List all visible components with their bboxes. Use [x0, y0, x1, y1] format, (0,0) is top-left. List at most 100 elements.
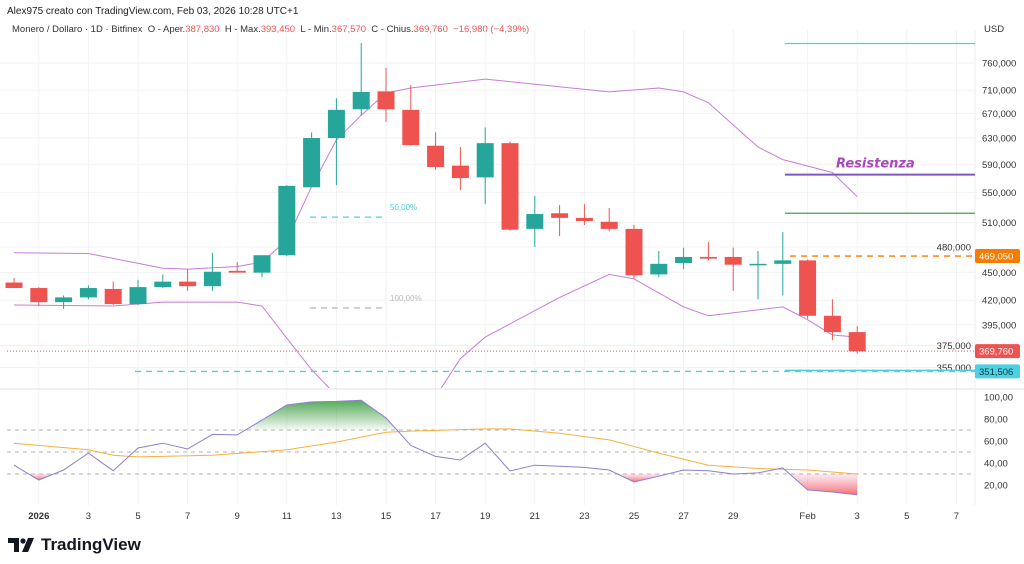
close-label: C - Chius. [371, 24, 414, 35]
candle-body [327, 109, 345, 139]
price-axis-label: 590,000 [982, 160, 1016, 171]
price-tag-orange [975, 249, 1020, 264]
price-axis-label: 420,000 [982, 296, 1016, 307]
candle-body [625, 228, 643, 276]
x-tick-label: 2026 [28, 511, 49, 522]
candle-body [848, 332, 866, 352]
price-axis-label: 355,000 [937, 363, 971, 374]
candle-body [476, 143, 494, 178]
low-label: L - Min. [300, 24, 332, 35]
rsi-axis-label: 20,00 [984, 481, 1008, 492]
x-tick-label: 9 [235, 511, 240, 522]
x-tick-label: 17 [430, 511, 441, 522]
x-tick-label: 7 [954, 511, 959, 522]
open-value: 387,830 [185, 24, 220, 35]
candle-body [278, 185, 296, 256]
chart-credit: Alex975 creato con TradingView.com, Feb … [7, 6, 299, 17]
rsi-oversold-fill [28, 474, 54, 481]
tradingview-logo: TradingView [8, 535, 141, 555]
x-tick-label: 5 [135, 511, 140, 522]
rsi-moving-average-line [13, 428, 858, 475]
price-axis-label: 450,000 [982, 268, 1016, 279]
candle-body [30, 288, 48, 303]
rsi-axis-label: 40,00 [984, 459, 1008, 470]
rsi-axis-label: 60,00 [984, 437, 1008, 448]
x-tick-label: 29 [728, 511, 739, 522]
price-axis-label: 670,000 [982, 109, 1016, 120]
candle-body [675, 256, 693, 263]
price-axis-label: 550,000 [982, 188, 1016, 199]
x-tick-label: 19 [480, 511, 491, 522]
x-tick-label: 3 [855, 511, 860, 522]
high-value: 393,450 [260, 24, 296, 35]
x-tick-label: 21 [530, 511, 541, 522]
candle-body [749, 263, 767, 266]
candle-body [501, 143, 519, 230]
x-tick-label: 13 [331, 511, 342, 522]
candle-body [799, 260, 817, 316]
rsi-overbought-fill [245, 400, 397, 430]
tradingview-logo-icon [8, 538, 34, 552]
symbol-legend: Monero / Dollaro · 1D · Bitfinex O - Ape… [12, 24, 529, 35]
candle-body [129, 287, 147, 305]
fib-level-label: 100,00% [390, 294, 422, 303]
symbol-name[interactable]: Monero / Dollaro · 1D · Bitfinex [12, 24, 143, 35]
rsi-oversold-fill [789, 474, 858, 495]
candle-body [303, 138, 321, 188]
price-tag-label: 469,050 [979, 252, 1013, 263]
x-tick-label: 23 [579, 511, 590, 522]
candle-body [427, 145, 445, 167]
candle-body [154, 281, 172, 288]
price-pane: Resistenza 50,00% 100,00% [5, 42, 975, 388]
candle-body [551, 213, 569, 218]
fib-level-label: 50,00% [390, 203, 417, 212]
price-chart[interactable]: 2026 3 5 7 9 11 13 15 17 19 21 23 25 27 29 Feb 3 5 7 760,00… [0, 0, 1024, 530]
x-tick-label: 3 [86, 511, 91, 522]
x-tick-label: Feb [799, 511, 815, 522]
candle-body [104, 288, 122, 305]
rsi-line [13, 399, 858, 496]
candle-body [352, 91, 370, 110]
price-tag-close [975, 344, 1020, 359]
price-axis-label: 395,000 [982, 320, 1016, 331]
price-tag-label: 369,760 [979, 347, 1013, 358]
candle-body [823, 315, 841, 333]
price-axis-label: 760,000 [982, 59, 1016, 70]
candle-body [5, 282, 23, 289]
candle-body [575, 217, 593, 221]
price-axis-label: 510,000 [982, 218, 1016, 229]
x-tick-label: 11 [282, 511, 292, 522]
candle-body [774, 260, 792, 264]
candle-body [253, 255, 271, 273]
price-axis-label: 710,000 [982, 86, 1016, 97]
x-tick-label: 7 [185, 511, 190, 522]
rsi-pane [7, 399, 975, 496]
candle-body [55, 297, 73, 303]
candle-body [203, 271, 221, 287]
currency-label: USD [984, 24, 1005, 35]
candle-body [526, 214, 544, 229]
candle-body [699, 256, 717, 259]
bollinger-lower-band [13, 273, 858, 388]
candle-body [724, 256, 742, 265]
price-axis-label: 630,000 [982, 134, 1016, 145]
price-axis-label: 375,000 [937, 341, 971, 352]
x-tick-label: 25 [629, 511, 640, 522]
x-tick-label: 27 [678, 511, 689, 522]
x-tick-label: 5 [904, 511, 909, 522]
rsi-axis-label: 100,00 [984, 393, 1013, 404]
open-label: O - Aper. [147, 24, 186, 35]
candle-body [451, 165, 469, 179]
brand-name: TradingView [41, 535, 141, 554]
candle-body [79, 288, 97, 298]
candle-body [377, 91, 395, 110]
price-tag-cyan-dashed [975, 364, 1020, 379]
candle-body [402, 109, 420, 146]
x-tick-label: 15 [381, 511, 392, 522]
candle-body [179, 281, 197, 287]
candle-body [600, 221, 618, 229]
change-value: −16,980 (−4,39%) [453, 24, 530, 35]
price-axis-label: 480,000 [937, 242, 971, 253]
low-value: 367,570 [331, 24, 367, 35]
resistance-label: Resistenza [836, 157, 915, 172]
